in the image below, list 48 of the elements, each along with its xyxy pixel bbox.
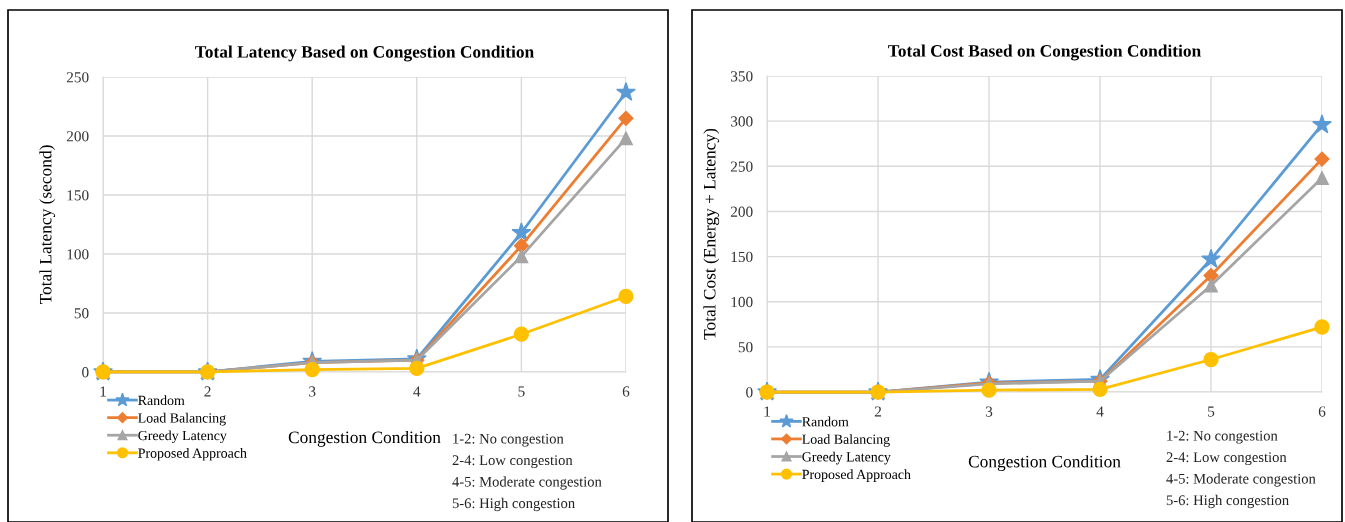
text: 4-5: Moderate congestion (452, 476, 602, 490)
x-tick-label: 4 (1096, 406, 1104, 417)
text: 2-4: Low congestion (1166, 452, 1287, 466)
y-tick-label: 100 (67, 249, 89, 260)
text: 2-4: Low congestion (452, 455, 573, 469)
text: 4-5: Moderate congestion (1166, 473, 1316, 487)
x-tick-label: 1 (764, 406, 770, 417)
y-tick-label: 150 (67, 190, 89, 201)
legend-label: Proposed Approach (802, 469, 911, 482)
y-tick-label: 200 (66, 131, 89, 142)
legend-label: Random (802, 416, 849, 427)
chart-title: Total Cost Based on Congestion Condition (888, 44, 1201, 61)
x-tick-label: 6 (1318, 406, 1326, 417)
text: 1-2: No congestion (1167, 430, 1278, 444)
x-tick-label: 2 (874, 406, 882, 417)
y-tick-label: 0 (82, 367, 89, 378)
y-axis-title: Total Latency (second) (39, 145, 56, 305)
y-tick-label: 250 (730, 161, 753, 172)
y-tick-label: 50 (74, 308, 89, 319)
y-tick-label: 50 (738, 342, 753, 353)
x-tick-label: 3 (309, 386, 316, 397)
y-axis-title: Total Cost (Energy + Latency) (703, 128, 720, 340)
x-tick-label: 5 (518, 386, 525, 397)
x-tick-label: 5 (1208, 406, 1215, 417)
y-tick-label: 300 (730, 116, 753, 127)
chart-title: Total Latency Based on Congestion Condition (195, 45, 534, 62)
x-axis-title: Congestion Condition (968, 455, 1121, 472)
x-tick-label: 4 (413, 386, 421, 397)
y-tick-label: 350 (730, 71, 753, 82)
legend-label: Random (138, 395, 185, 406)
y-tick-label: 100 (731, 296, 753, 308)
x-tick-label: 2 (204, 386, 211, 397)
text: 5-6: High congestion (452, 497, 575, 512)
legend-label: Proposed Approach (138, 448, 247, 461)
legend-label: Greedy Latency (138, 430, 227, 444)
x-tick-label: 6 (622, 386, 630, 397)
x-axis-title: Congestion Condition (288, 430, 441, 447)
legend-label: Load Balancing (138, 412, 226, 426)
text: 1-2: No congestion (453, 433, 564, 447)
y-tick-label: 150 (731, 251, 753, 263)
x-tick-label: 1 (100, 386, 106, 397)
x-tick-label: 3 (985, 406, 993, 417)
y-tick-label: 250 (66, 72, 89, 83)
y-tick-label: 200 (730, 206, 753, 217)
legend-label: Load Balancing (802, 434, 890, 447)
text: 5-6: High congestion (1166, 494, 1289, 509)
y-tick-label: 0 (746, 387, 753, 398)
legend-label: Greedy Latency (802, 451, 891, 465)
